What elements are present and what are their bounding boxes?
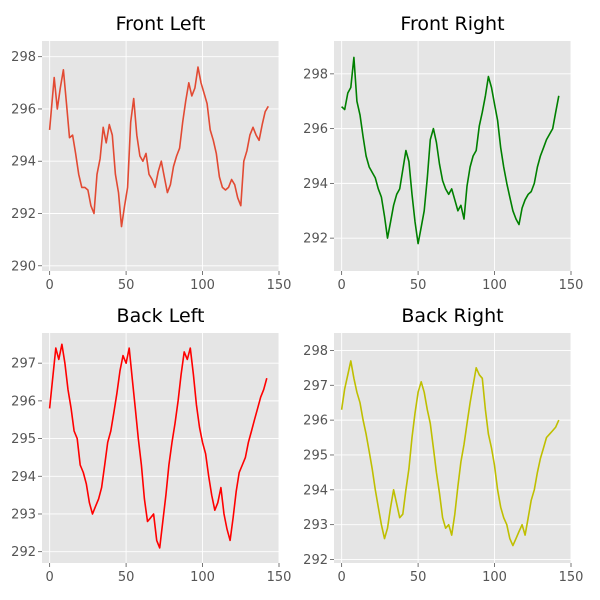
grid [42,333,280,563]
x-tick-label: 50 [410,570,427,585]
grid [42,41,280,271]
series-line [48,66,269,228]
y-tick-label: 295 [303,448,328,463]
y-tick-label: 294 [303,177,328,192]
y-tick-label: 298 [11,50,36,65]
ticks: 0 50 100 150 292 293 294 295 296 297 298 [303,344,583,585]
y-tick-label: 296 [11,102,36,117]
x-tick-label: 100 [482,570,507,585]
x-tick-label: 150 [267,278,292,293]
x-tick-label: 0 [46,570,54,585]
x-tick-label: 150 [267,570,292,585]
y-tick-label: 292 [303,553,328,568]
y-tick-label: 294 [11,155,36,170]
y-tick-label: 298 [303,67,328,82]
panel-back-left: 0 50 100 150 292 293 294 295 296 297 Back Left [11,305,291,585]
x-tick-label: 50 [410,278,427,293]
ticks: 0 50 100 150 292 293 294 295 296 297 [11,357,291,585]
plot-area [42,41,279,271]
panel-title: Front Right [400,13,504,35]
x-tick-label: 100 [190,570,215,585]
y-tick-label: 290 [11,259,36,274]
panel-title: Back Right [401,305,503,327]
y-tick-label: 292 [303,232,328,247]
panel-back-right: 0 50 100 150 292 293 294 295 296 297 298 Back Righ… [303,305,583,585]
grid [334,41,572,271]
panel-front-right: 0 50 100 150 292 294 296 298 Front Right [303,13,583,293]
x-tick-label: 0 [338,570,346,585]
panel-title: Back Left [117,305,205,327]
x-tick-label: 0 [46,278,54,293]
series-line [340,360,560,547]
y-tick-label: 294 [303,483,328,498]
y-tick-label: 297 [11,357,36,372]
x-tick-label: 100 [190,278,215,293]
plot-area [334,41,571,271]
y-tick-label: 296 [303,122,328,137]
x-tick-label: 150 [559,570,584,585]
y-tick-label: 294 [11,470,36,485]
y-tick-label: 298 [303,344,328,359]
y-tick-label: 296 [11,394,36,409]
series-line [341,56,560,245]
ticks: 0 50 100 150 292 294 296 298 [303,67,583,293]
y-tick-label: 292 [11,545,36,560]
panel-title: Front Left [116,13,206,35]
y-tick-label: 297 [303,379,328,394]
x-tick-label: 50 [118,570,135,585]
y-tick-label: 296 [303,414,328,429]
panel-front-left: 0 50 100 150 290 292 294 296 298 Front Left [11,13,291,293]
ticks: 0 50 100 150 290 292 294 296 298 [11,50,291,293]
plot-area [42,333,279,563]
x-tick-label: 0 [338,278,346,293]
y-tick-label: 292 [11,207,36,222]
y-tick-label: 293 [303,518,328,533]
x-tick-label: 150 [559,278,584,293]
x-tick-label: 50 [118,278,135,293]
x-tick-label: 100 [482,278,507,293]
y-tick-label: 295 [11,432,36,447]
series-line [48,343,268,549]
y-tick-label: 293 [11,507,36,522]
